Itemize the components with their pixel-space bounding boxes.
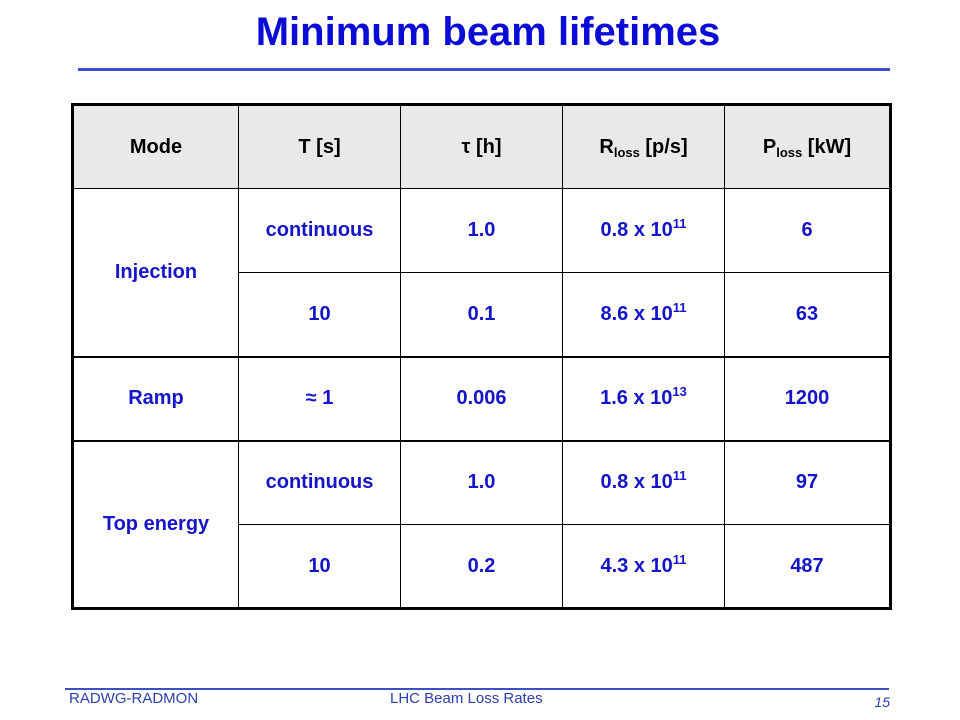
ploss-base: P	[762, 135, 777, 158]
ploss-cell: 97	[724, 439, 891, 525]
rloss-exponent: 11	[672, 299, 687, 315]
ploss-cell: 1200	[724, 355, 891, 441]
t-cell: continuous	[238, 188, 401, 273]
tau-unit: [h]	[470, 135, 502, 158]
tau-cell: 0.2	[400, 524, 563, 609]
ploss-unit: [kW]	[802, 135, 852, 158]
footer-divider	[65, 688, 889, 690]
rloss-unit: [p/s]	[639, 135, 688, 158]
ploss-subscript: loss	[776, 144, 803, 160]
rloss-cell: 0.8 x 1011	[562, 188, 725, 273]
table-row: Top energy continuous 1.0 0.8 x 1011 97	[72, 439, 891, 609]
mode-cell: Injection	[72, 188, 239, 357]
t-cell: 10	[238, 524, 401, 609]
rloss-cell: 1.6 x 1013	[562, 355, 725, 441]
rloss-cell: 8.6 x 1011	[562, 272, 725, 357]
header-mode: Mode	[72, 104, 239, 189]
rloss-exponent: 13	[672, 384, 687, 399]
ploss-cell: 6	[724, 188, 891, 273]
tau-cell: 1.0	[400, 188, 563, 273]
header-tau: τ [h]	[400, 104, 563, 189]
rloss-exponent: 11	[672, 468, 687, 484]
rloss-mantissa: 0.8 x 10	[600, 219, 673, 241]
t-cell: continuous	[238, 439, 401, 525]
page-number: 15	[874, 694, 890, 710]
t-cell: 10	[238, 272, 401, 357]
header-rloss: Rloss [p/s]	[562, 104, 725, 189]
rloss-exponent: 11	[672, 216, 687, 231]
rloss-subscript: loss	[613, 144, 640, 160]
header-t: T [s]	[238, 104, 401, 189]
table-row: Injection continuous 1.0 0.8 x 1011 6	[72, 188, 891, 357]
footer-left-text: RADWG-RADMON	[69, 690, 199, 707]
slide-title: Minimum beam lifetimes	[255, 10, 721, 54]
rloss-cell: 4.3 x 1011	[562, 524, 725, 609]
rloss-mantissa: 4.3 x 10	[600, 554, 673, 577]
table-row: 10 0.2 4.3 x 1011 487	[73, 524, 891, 609]
mode-cell: Ramp	[72, 355, 239, 441]
rloss-mantissa: 8.6 x 10	[600, 302, 673, 325]
tau-cell: 0.1	[400, 272, 563, 357]
header-ploss: Ploss [kW]	[724, 104, 891, 189]
title-divider	[78, 68, 890, 71]
t-cell: ≈ 1	[238, 355, 401, 441]
table-row: Ramp ≈ 1 0.006 1.6 x 1013 1200	[72, 355, 891, 441]
mode-cell: Top energy	[72, 439, 239, 609]
tau-cell: 1.0	[400, 439, 563, 525]
rloss-cell: 0.8 x 1011	[562, 439, 725, 525]
table-header-row: Mode T [s] τ [h] Rloss [p/s] Ploss [kW]	[72, 104, 891, 189]
footer-middle-text: LHC Beam Loss Rates	[390, 690, 543, 707]
beam-lifetimes-table: Mode T [s] τ [h] Rloss [p/s] Ploss [kW] …	[71, 103, 892, 610]
table-row: 10 0.1 8.6 x 1011 63	[73, 272, 891, 357]
rloss-mantissa: 1.6 x 10	[600, 387, 673, 409]
rloss-mantissa: 0.8 x 10	[600, 471, 673, 494]
ploss-cell: 487	[724, 524, 891, 609]
rloss-exponent: 11	[672, 551, 687, 567]
tau-cell: 0.006	[400, 355, 563, 441]
ploss-cell: 63	[724, 272, 891, 357]
tau-symbol: τ	[461, 135, 471, 158]
rloss-base: R	[599, 135, 614, 158]
